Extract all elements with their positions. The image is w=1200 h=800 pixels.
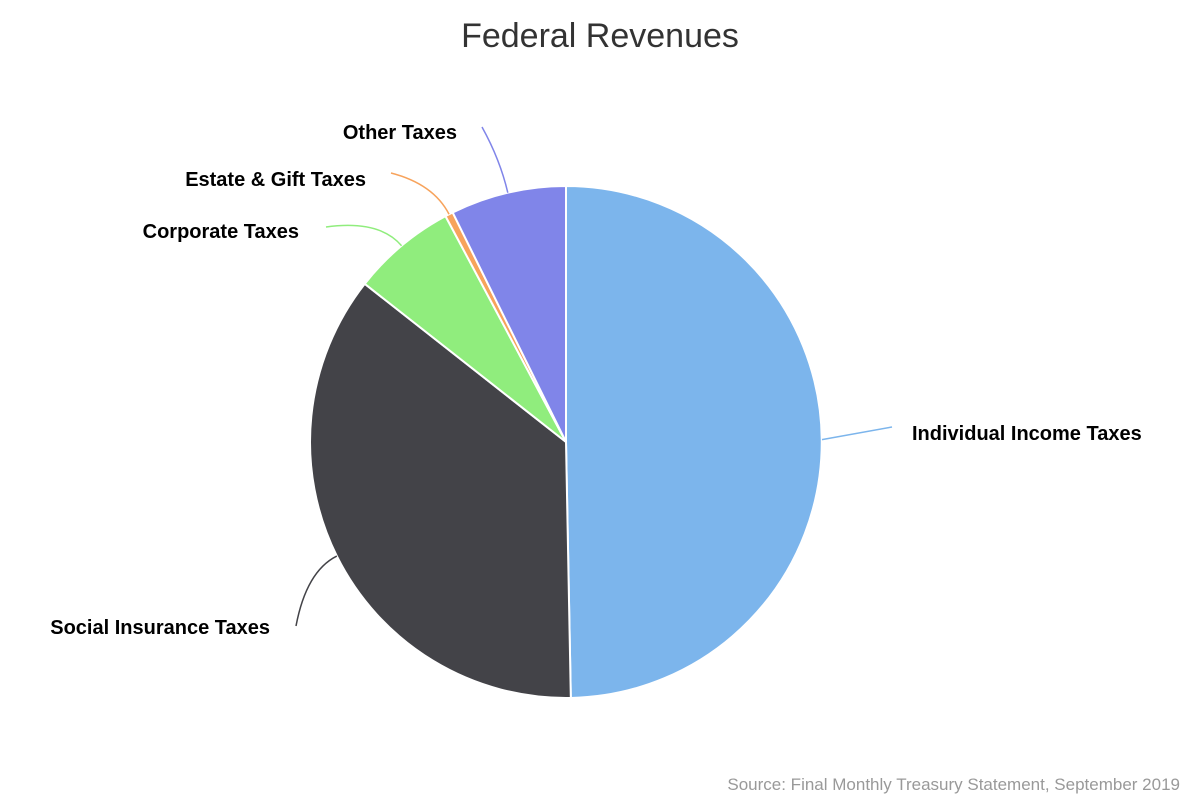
label-connectors <box>295 126 893 627</box>
connector-other-taxes <box>481 126 509 193</box>
label-other-taxes: Other Taxes <box>343 122 457 144</box>
label-corporate-taxes: Corporate Taxes <box>143 221 299 243</box>
connector-social-insurance-taxes <box>295 555 338 627</box>
chart-title: Federal Revenues <box>461 17 739 55</box>
connector-individual-income-taxes <box>821 426 893 441</box>
source-note: Source: Final Monthly Treasury Statement… <box>727 775 1180 794</box>
slice-labels: Individual Income Taxes Social Insurance … <box>50 122 1141 639</box>
connector-estate-and-gift-taxes <box>390 172 450 215</box>
pie-slice-individual-income-taxes <box>565 185 823 699</box>
connector-corporate-taxes <box>325 224 403 247</box>
label-social-insurance-taxes: Social Insurance Taxes <box>50 617 270 639</box>
label-individual-income-taxes: Individual Income Taxes <box>912 423 1142 445</box>
pie-slice-other-taxes <box>451 185 567 443</box>
pie-slice-social-insurance-taxes <box>309 282 572 699</box>
label-estate-and-gift-taxes: Estate & Gift Taxes <box>185 169 366 191</box>
pie-slices <box>309 185 823 699</box>
